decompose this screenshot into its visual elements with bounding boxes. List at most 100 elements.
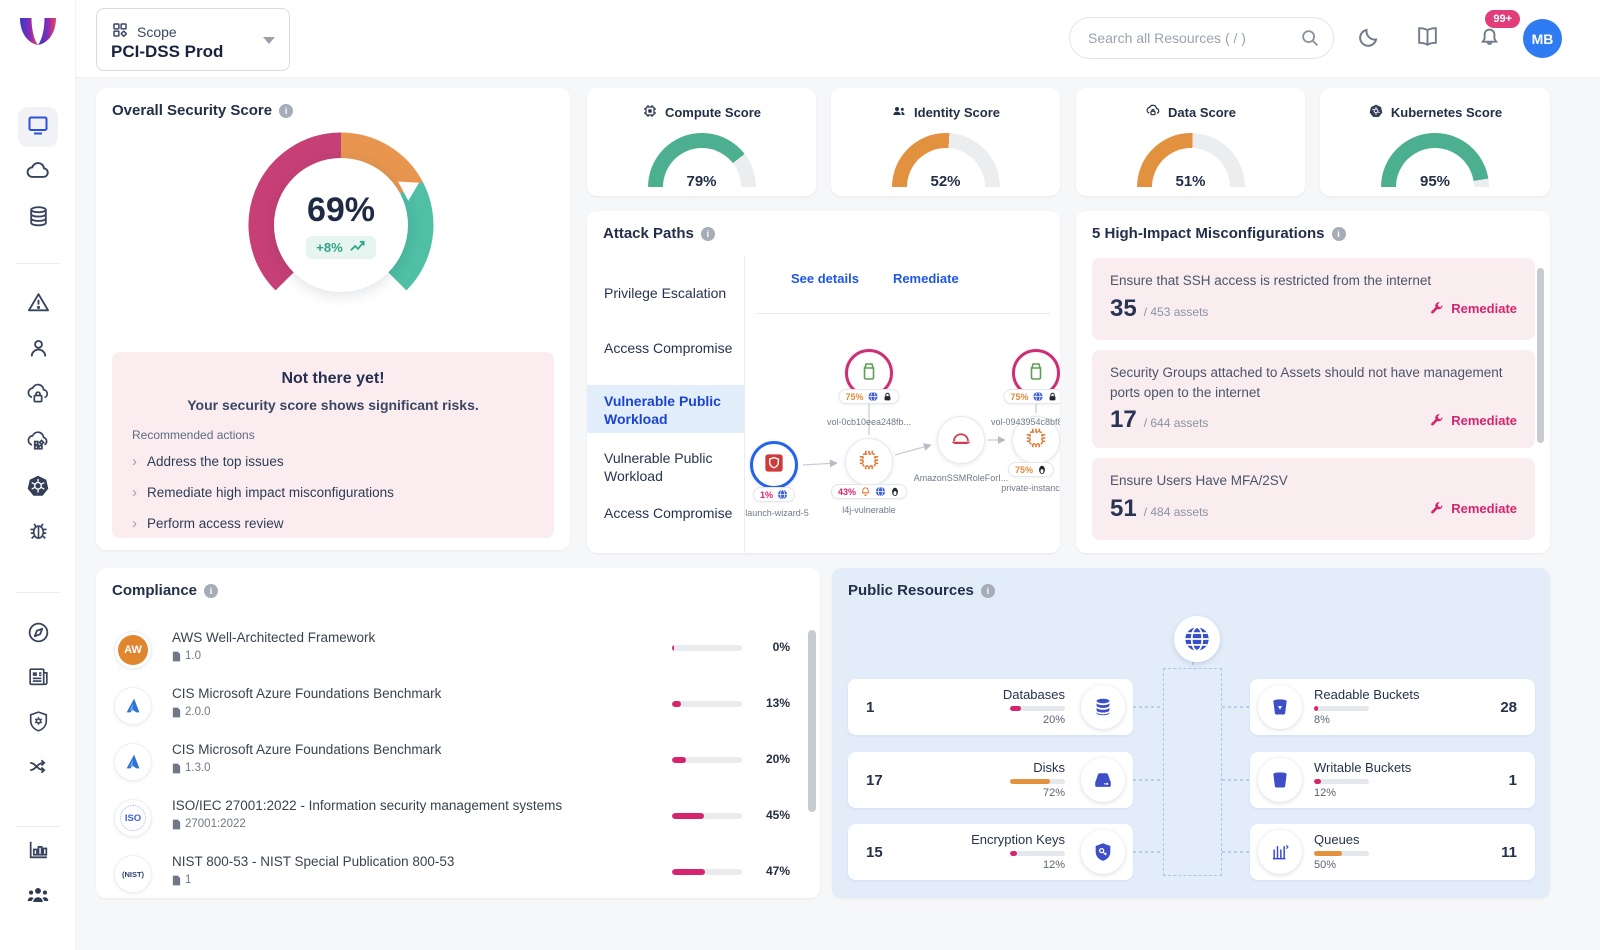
info-icon[interactable] xyxy=(204,583,219,598)
graph-node-iam-role[interactable] xyxy=(937,416,985,464)
sidebar-item-identity[interactable] xyxy=(18,331,58,371)
info-icon[interactable] xyxy=(980,583,995,598)
attack-path-item[interactable]: Privilege Escalation xyxy=(604,285,727,301)
scrollbar[interactable] xyxy=(808,630,816,812)
compliance-pct: 47% xyxy=(765,864,790,878)
remediate-link[interactable]: Remediate xyxy=(892,271,959,286)
compliance-row[interactable]: AW AWS Well-Architected Framework 1.0 0% xyxy=(114,622,790,678)
remediate-button[interactable]: Remediate xyxy=(1429,413,1517,428)
node-label: vol-0cb10eea248fb... xyxy=(826,417,912,427)
aws-framework-icon: AW xyxy=(114,631,152,669)
sidebar-item-dashboard[interactable] xyxy=(18,107,58,147)
document-icon xyxy=(172,651,181,661)
sidebar-item-team[interactable] xyxy=(18,877,58,917)
monitor-icon xyxy=(26,113,50,142)
kubernetes-score-card: Kubernetes Score 95% xyxy=(1320,88,1550,196)
cloud-lock-icon xyxy=(1145,103,1161,122)
resource-card-databases[interactable]: 1 Databases 20% xyxy=(848,679,1133,735)
attack-path-graph: See details Remediate xyxy=(744,255,1060,553)
avatar[interactable]: MB xyxy=(1523,19,1562,58)
sidebar-item-analytics[interactable] xyxy=(18,832,58,872)
graph-node-instance[interactable] xyxy=(845,438,893,486)
compute-score-card: Compute Score 79% xyxy=(587,88,816,196)
overall-score-card: Overall Security Score 69% +8% Not there… xyxy=(96,88,570,550)
compliance-pct: 45% xyxy=(765,808,790,822)
bug-icon xyxy=(26,518,51,548)
compliance-pct: 13% xyxy=(765,696,790,710)
recommended-action[interactable]: Perform access review xyxy=(126,508,540,539)
kubernetes-icon xyxy=(25,473,51,504)
database-icon xyxy=(1081,685,1125,729)
sidebar-item-cloud[interactable] xyxy=(18,153,58,193)
internet-boundary-box xyxy=(1163,668,1222,876)
compliance-row[interactable]: (NIST) NIST 800-53 - NIST Special Public… xyxy=(114,846,790,902)
notifications-button[interactable] xyxy=(1474,24,1504,54)
cloud-apps-icon xyxy=(25,428,51,459)
attack-path-item[interactable]: Access Compromise xyxy=(604,340,733,356)
sidebar-item-cloud-security[interactable] xyxy=(18,377,58,417)
ec2-instance-icon xyxy=(1023,425,1049,456)
graph-node-instance[interactable] xyxy=(1012,416,1060,464)
document-icon xyxy=(172,875,181,885)
sidebar-item-issues[interactable] xyxy=(18,285,58,325)
sidebar-item-data[interactable] xyxy=(18,199,58,239)
scope-selector[interactable]: Scope PCI-DSS Prod xyxy=(96,8,290,71)
attack-path-item[interactable]: Vulnerable Public Workload xyxy=(604,450,713,485)
sidebar-item-vulnerabilities[interactable] xyxy=(18,513,58,553)
graph-node-security-group[interactable] xyxy=(750,441,798,489)
divider xyxy=(757,313,1050,314)
see-details-link[interactable]: See details xyxy=(791,271,859,286)
sidebar-item-kubernetes[interactable] xyxy=(18,468,58,508)
framework-version: 1.0 xyxy=(185,650,201,662)
info-icon[interactable] xyxy=(1331,226,1346,241)
cloud-icon xyxy=(25,158,51,189)
docs-button[interactable] xyxy=(1412,24,1442,54)
resource-card-queues[interactable]: Queues 50% 11 xyxy=(1250,824,1535,880)
search-input[interactable] xyxy=(1088,18,1288,58)
attack-path-item-selected[interactable]: Vulnerable Public Workload xyxy=(587,385,744,433)
search-icon[interactable] xyxy=(1299,27,1321,54)
resource-label: Queues xyxy=(1314,832,1360,847)
sidebar-item-workflows[interactable] xyxy=(18,749,58,789)
remediate-button[interactable]: Remediate xyxy=(1429,301,1517,316)
info-icon[interactable] xyxy=(700,226,715,241)
sidebar-divider xyxy=(16,826,59,827)
risk-pct: 1% xyxy=(759,489,774,500)
bell-icon xyxy=(1477,24,1502,54)
remediate-button[interactable]: Remediate xyxy=(1429,501,1517,516)
wrench-icon xyxy=(1431,502,1443,514)
misconfiguration-text: Ensure that SSH access is restricted fro… xyxy=(1110,273,1432,288)
resource-pct: 20% xyxy=(1042,714,1065,726)
framework-name: CIS Microsoft Azure Foundations Benchmar… xyxy=(172,686,442,701)
sidebar-item-explorer[interactable] xyxy=(18,615,58,655)
sidebar-item-policies[interactable] xyxy=(18,704,58,744)
public-resources-title: Public Resources xyxy=(848,582,974,599)
attack-path-item[interactable]: Access Compromise xyxy=(604,505,733,521)
resource-card-disks[interactable]: 17 Disks 72% xyxy=(848,752,1133,808)
iam-role-icon xyxy=(948,425,974,456)
global-search[interactable] xyxy=(1069,17,1334,59)
chevron-right-icon xyxy=(132,515,137,532)
score-message-banner: Not there yet! Your security score shows… xyxy=(112,352,554,538)
sidebar-item-reports[interactable] xyxy=(18,659,58,699)
internet-icon xyxy=(875,486,886,497)
compliance-row[interactable]: CIS Microsoft Azure Foundations Benchmar… xyxy=(114,734,790,790)
recommended-action[interactable]: Address the top issues xyxy=(126,446,540,477)
sidebar-item-cloud-apps[interactable] xyxy=(18,423,58,463)
info-icon[interactable] xyxy=(279,103,294,118)
identity-score-card: Identity Score 52% xyxy=(831,88,1060,196)
resource-card-writable-buckets[interactable]: Writable Buckets 12% 1 xyxy=(1250,752,1535,808)
compliance-row[interactable]: ISO ISO/IEC 27001:2022 - Information sec… xyxy=(114,790,790,846)
resource-card-readable-buckets[interactable]: Readable Buckets 8% 28 xyxy=(1250,679,1535,735)
compute-score-label: Compute Score xyxy=(664,105,762,120)
resource-card-encryption-keys[interactable]: 15 Encryption Keys 12% xyxy=(848,824,1133,880)
resource-label: Databases xyxy=(1002,687,1065,702)
recommended-action[interactable]: Remediate high impact misconfigurations xyxy=(126,477,540,508)
compute-score-value: 79% xyxy=(686,173,717,190)
compliance-progress xyxy=(672,645,742,651)
scrollbar[interactable] xyxy=(1537,268,1544,443)
dark-mode-toggle[interactable] xyxy=(1354,24,1384,54)
framework-version: 1 xyxy=(185,874,192,886)
compliance-row[interactable]: CIS Microsoft Azure Foundations Benchmar… xyxy=(114,678,790,734)
kubernetes-score-label: Kubernetes Score xyxy=(1390,105,1503,120)
